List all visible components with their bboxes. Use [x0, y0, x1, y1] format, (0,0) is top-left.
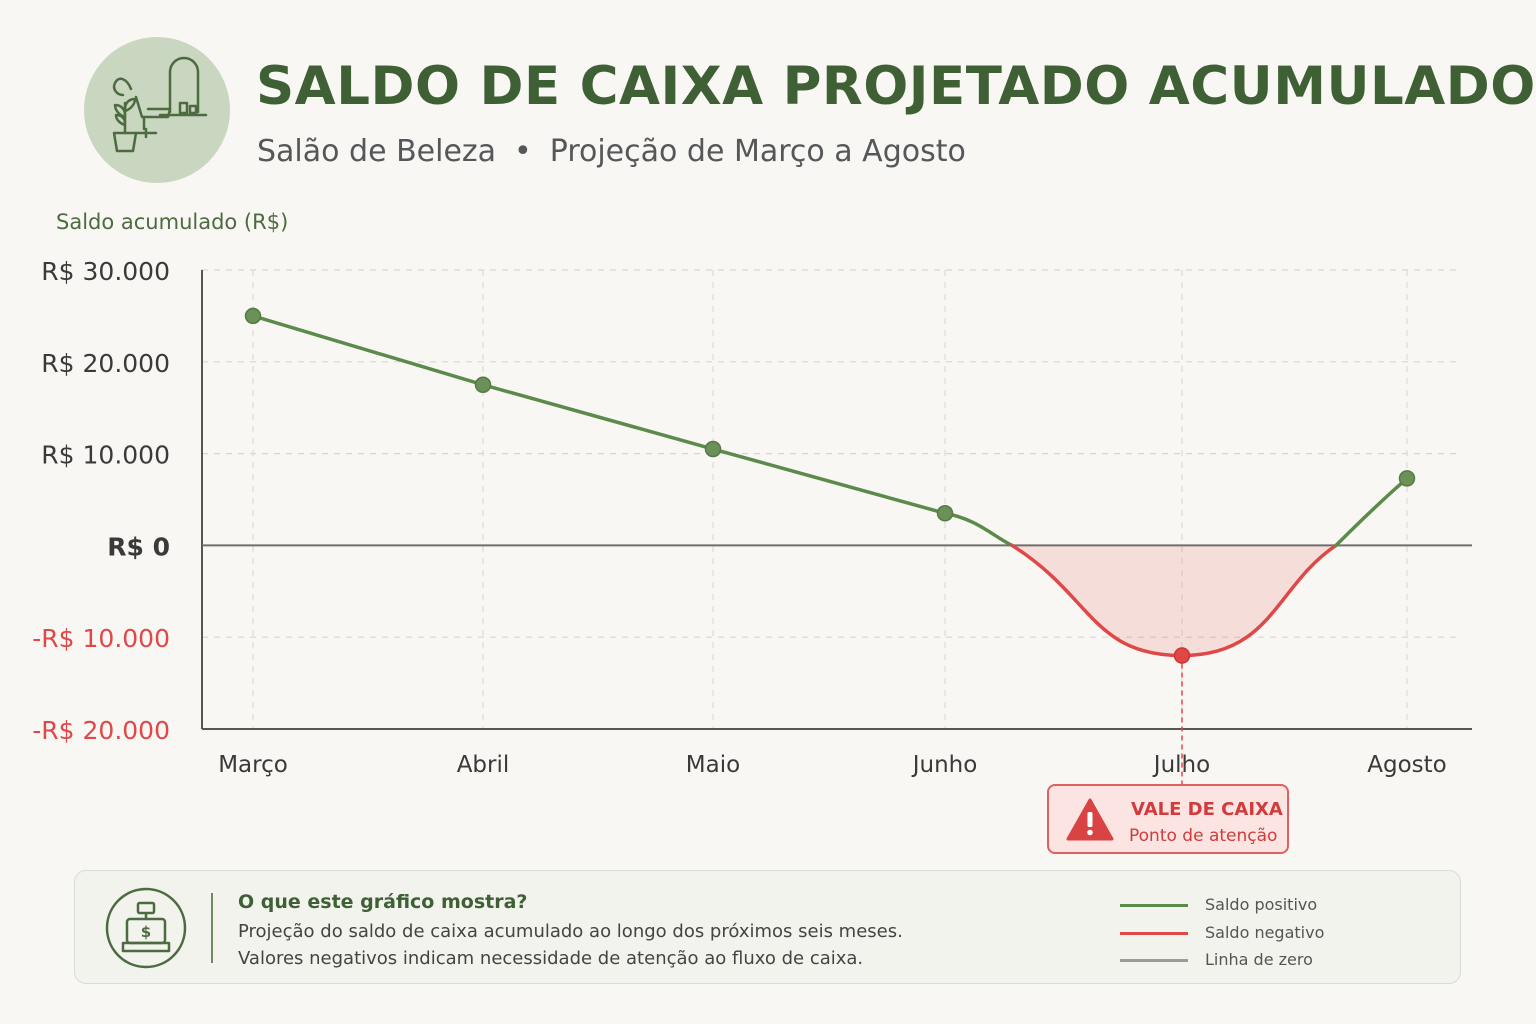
legend-swatch-positive — [1120, 904, 1188, 907]
y-axis-label: Saldo acumulado (R$) — [56, 210, 289, 234]
x-tick-label: Maio — [686, 752, 740, 778]
series-line-positive — [1334, 476, 1409, 548]
y-tick-label: -R$ 20.000 — [32, 716, 170, 745]
page-title: SALDO DE CAIXA PROJETADO ACUMULADO — [256, 56, 1536, 117]
y-tick-label: R$ 30.000 — [41, 257, 170, 286]
series-line-positive — [943, 511, 1014, 548]
legend-label-zero: Linha de zero — [1205, 950, 1313, 969]
info-panel: $ O que este gráfico mostra? Projeção do… — [74, 870, 1461, 984]
x-tick-label: Abril — [457, 752, 510, 778]
info-text-line-2: Valores negativos indicam necessidade de… — [238, 948, 864, 969]
data-point-julho — [1173, 647, 1191, 664]
x-tick-label: Agosto — [1367, 752, 1446, 778]
info-heading: O que este gráfico mostra? — [238, 891, 528, 913]
data-point-março — [244, 307, 262, 325]
data-point-abril — [474, 376, 492, 393]
page-subtitle: Salão de Beleza • Projeção de Março a Agos… — [257, 134, 966, 169]
subtitle-business: Salão de Beleza — [257, 134, 497, 169]
cash-register-icon: $ — [105, 887, 187, 969]
legend-swatch-negative — [1120, 932, 1188, 935]
warning-triangle-icon — [1066, 798, 1114, 841]
data-point-agosto — [1398, 470, 1416, 487]
legend-label-positive: Saldo positivo — [1205, 895, 1318, 914]
info-text-line-1: Projeção do saldo de caixa acumulado ao … — [238, 921, 903, 942]
y-tick-label: -R$ 10.000 — [32, 624, 170, 653]
svg-text:$: $ — [141, 923, 151, 941]
x-tick-label: Julho — [1152, 752, 1210, 778]
subtitle-separator: • — [514, 134, 532, 169]
data-point-maio — [704, 440, 722, 458]
salon-logo-icon — [84, 37, 230, 183]
legend-label-negative: Saldo negativo — [1205, 923, 1325, 942]
y-tick-label: R$ 20.000 — [41, 349, 170, 378]
alert-subtitle: Ponto de atenção — [1129, 826, 1278, 846]
y-tick-label: R$ 10.000 — [41, 441, 170, 470]
alert-title: VALE DE CAIXA — [1131, 799, 1283, 820]
series-line-positive — [251, 314, 947, 516]
info-divider — [211, 893, 213, 963]
data-point-junho — [936, 505, 954, 522]
legend-swatch-zero — [1120, 959, 1188, 962]
x-tick-label: Junho — [911, 752, 978, 778]
x-tick-label: Março — [218, 752, 288, 778]
cash-valley-alert: VALE DE CAIXA Ponto de atenção — [1047, 784, 1289, 854]
y-tick-label: R$ 0 — [107, 532, 170, 561]
subtitle-period: Projeção de Março a Agosto — [549, 134, 966, 169]
negative-area — [1012, 545, 1336, 656]
